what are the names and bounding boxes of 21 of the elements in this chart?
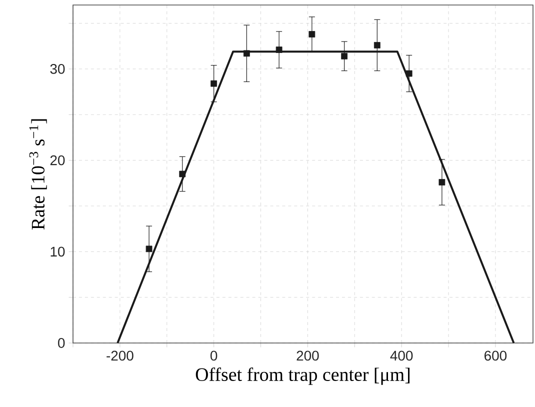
point bbox=[406, 70, 412, 77]
y-tick-label: 20 bbox=[50, 155, 65, 166]
point bbox=[146, 246, 152, 252]
x-axis-title: Offset from trap center [μm] bbox=[196, 367, 410, 385]
y-tick-label: 10 bbox=[50, 246, 65, 257]
x-tick-label: 0 bbox=[210, 350, 218, 361]
point bbox=[374, 42, 380, 48]
x-tick-label: 400 bbox=[390, 350, 413, 361]
x-tick-label: 600 bbox=[484, 350, 507, 361]
point bbox=[276, 46, 282, 53]
y-tick-label: 0 bbox=[58, 338, 65, 348]
point bbox=[438, 179, 446, 186]
x-tick-label: 200 bbox=[296, 350, 319, 361]
point bbox=[341, 52, 348, 60]
point bbox=[210, 80, 218, 87]
point bbox=[179, 170, 186, 178]
point bbox=[308, 31, 316, 38]
y-axis-title: Rate [10$^{−3}$ s$^{−1}$] bbox=[29, 119, 47, 230]
point bbox=[243, 50, 250, 57]
x-tick-label: -200 bbox=[106, 350, 134, 361]
y-tick-label: 30 bbox=[50, 64, 65, 74]
